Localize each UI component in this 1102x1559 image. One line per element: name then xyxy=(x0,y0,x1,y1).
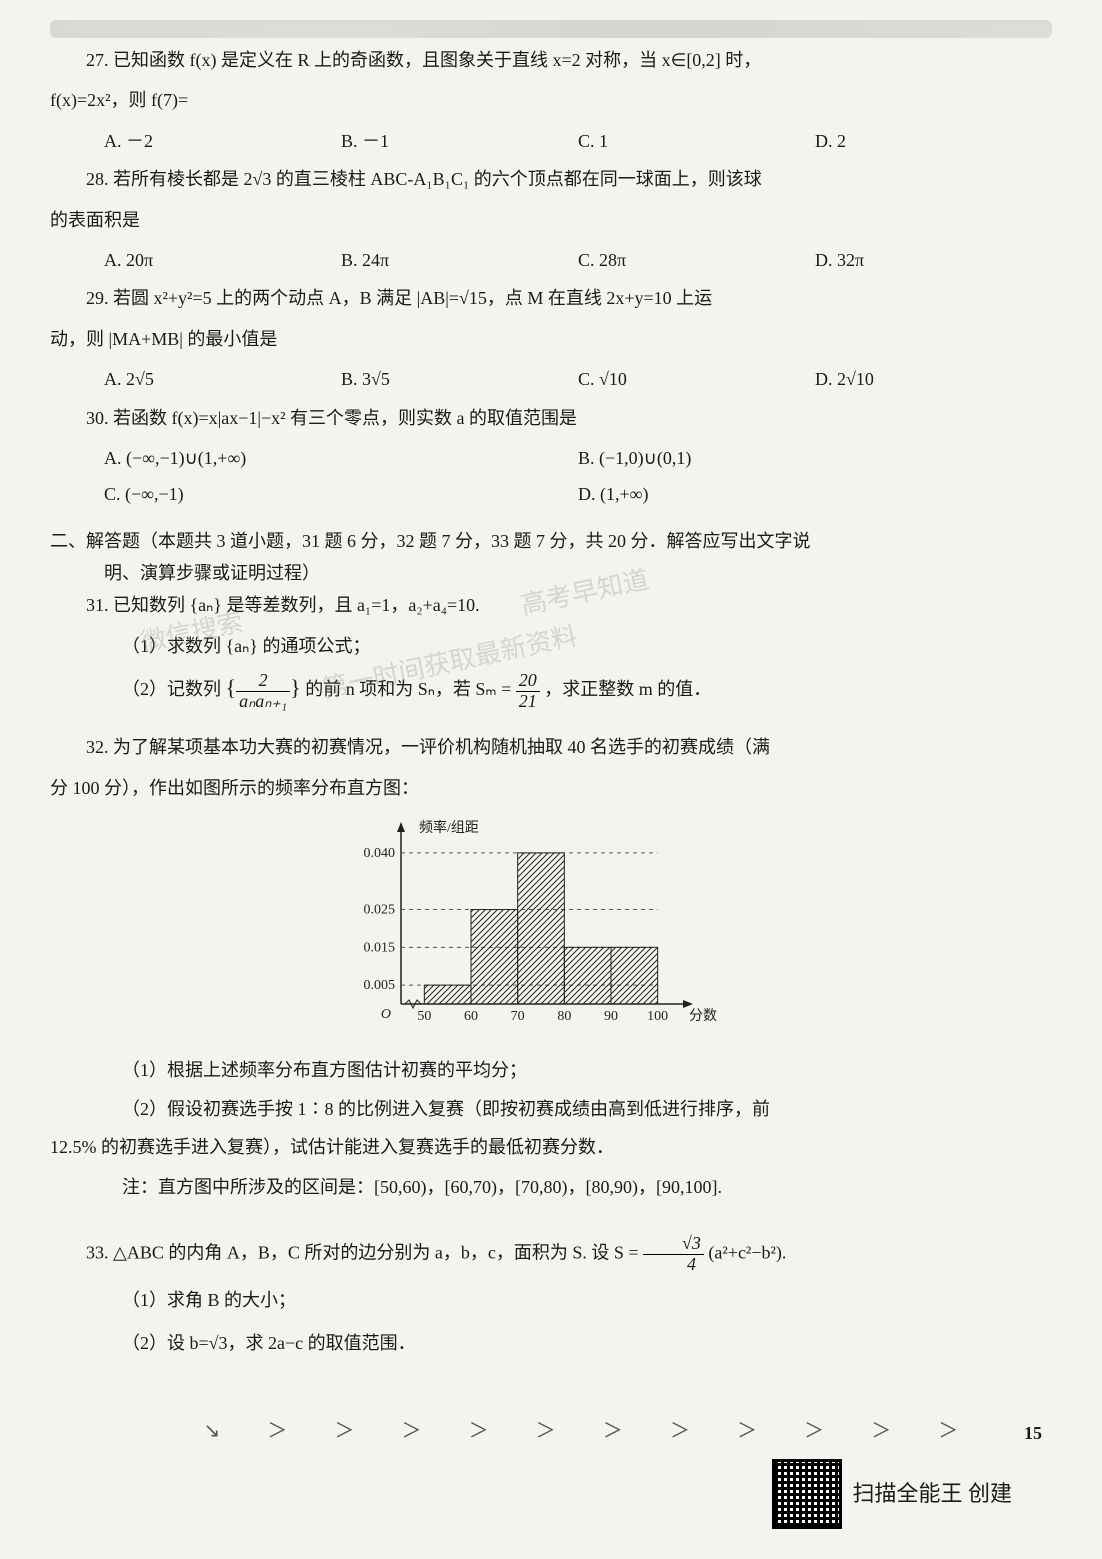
arrow-icon: ＞ xyxy=(603,1413,623,1449)
svg-text:0.005: 0.005 xyxy=(364,978,396,993)
footer: 扫描全能王 创建 xyxy=(772,1459,1012,1529)
svg-text:0.025: 0.025 xyxy=(364,903,396,918)
top-decoration xyxy=(50,20,1052,38)
problem-27-num: 27. xyxy=(86,50,109,70)
problem-29-cont: 动，则 |MA+MB| 的最小值是 xyxy=(50,323,1052,355)
svg-text:50: 50 xyxy=(417,1009,431,1024)
problem-27-text-b: f(x)=2x²，则 f(7)= xyxy=(50,90,188,110)
problem-30-text: 若函数 f(x)=x|ax−1|−x² 有三个零点，则实数 a 的取值范围是 xyxy=(113,408,577,428)
problem-29-options: A. 2√5 B. 3√5 C. √10 D. 2√10 xyxy=(104,363,1052,395)
p31-sub2-a: （2）记数列 xyxy=(122,679,221,699)
svg-text:90: 90 xyxy=(604,1009,618,1024)
arrow-icon: ＞ xyxy=(536,1413,556,1449)
opt-27-b: B. －1 xyxy=(341,125,578,157)
arrow-icon: ＞ xyxy=(267,1413,287,1449)
svg-text:0.040: 0.040 xyxy=(364,846,396,861)
problem-30-options: A. (−∞,−1)∪(1,+∞) B. (−1,0)∪(0,1) C. (−∞… xyxy=(104,442,1052,515)
problem-32-sub2a: （2）假设初赛选手按 1∶8 的比例进入复赛（即按初赛成绩由高到低进行排序，前 xyxy=(122,1093,1052,1125)
opt-30-c: C. (−∞,−1) xyxy=(104,478,578,510)
problem-33: 33. △ABC 的内角 A，B，C 所对的边分别为 a，b，c，面积为 S. … xyxy=(50,1234,1052,1275)
arrow-icon: ＞ xyxy=(938,1413,958,1449)
problem-30-num: 30. xyxy=(86,408,109,428)
opt-28-a: A. 20π xyxy=(104,244,341,276)
problem-32-sub2b: 12.5% 的初赛选手进入复赛），试估计能进入复赛选手的最低初赛分数． xyxy=(50,1131,1052,1163)
arrow-icon: ＞ xyxy=(335,1413,355,1449)
problem-33-text-b: (a²+c²−b²). xyxy=(708,1242,786,1262)
opt-27-a: A. －2 xyxy=(104,125,341,157)
problem-27-options: A. －2 B. －1 C. 1 D. 2 xyxy=(104,125,1052,157)
p31-sub2-c: ，求正整数 m 的值． xyxy=(544,679,711,699)
opt-29-b: B. 3√5 xyxy=(341,363,578,395)
page-number: 15 xyxy=(1024,1417,1042,1449)
problem-28-num: 28. xyxy=(86,169,109,189)
opt-29-d: D. 2√10 xyxy=(815,363,1052,395)
arrow-icon: ↘ xyxy=(204,1413,221,1449)
opt-30-d: D. (1,+∞) xyxy=(578,478,1052,510)
svg-text:70: 70 xyxy=(511,1009,525,1024)
opt-28-d: D. 32π xyxy=(815,244,1052,276)
opt-28-c: C. 28π xyxy=(578,244,815,276)
section-2-head: 二、解答题（本题共 3 道小题，31 题 6 分，32 题 7 分，33 题 7… xyxy=(50,525,1052,557)
p31-sub2-b: 的前 n 项和为 Sₙ，若 Sₘ = xyxy=(305,679,516,699)
problem-31-sub1: （1）求数列 {aₙ} 的通项公式； xyxy=(122,630,1052,662)
arrow-icon: ＞ xyxy=(670,1413,690,1449)
section-2-head2: 明、演算步骤或证明过程） xyxy=(50,557,1052,589)
opt-27-c: C. 1 xyxy=(578,125,815,157)
arrow-icon: ＞ xyxy=(402,1413,422,1449)
opt-28-b: B. 24π xyxy=(341,244,578,276)
svg-text:100: 100 xyxy=(647,1009,668,1024)
p31-frac2: 2021 xyxy=(516,671,540,712)
arrow-icon: ＞ xyxy=(469,1413,489,1449)
histogram-chart: 0.005 0.015 0.025 0.040 50 60 70 80 90 100 频率/组距分数… xyxy=(50,814,1052,1044)
histogram-svg: 0.005 0.015 0.025 0.040 50 60 70 80 90 100 频率/组距分数… xyxy=(341,814,761,1044)
problem-32-num: 32. xyxy=(86,737,109,757)
arrow-row: ↘ ＞ ＞ ＞ ＞ ＞ ＞ ＞ ＞ ＞ ＞ ＞ xyxy=(180,1413,982,1449)
problem-29: 29. 若圆 x²+y²=5 上的两个动点 A，B 满足 |AB|=√15，点 … xyxy=(50,282,1052,314)
opt-30-b: B. (−1,0)∪(0,1) xyxy=(578,442,1052,474)
problem-31: 31. 已知数列 {aₙ} 是等差数列，且 a₁=1，a₂+a₄=10. xyxy=(50,589,1052,621)
problem-28-text-a: 若所有棱长都是 2√3 的直三棱柱 ABC-A₁B₁C₁ 的六个顶点都在同一球面… xyxy=(113,169,762,189)
problem-31-num: 31. xyxy=(86,595,109,615)
problem-27-text-a: 已知函数 f(x) 是定义在 R 上的奇函数，且图象关于直线 x=2 对称，当 … xyxy=(113,50,761,70)
opt-29-a: A. 2√5 xyxy=(104,363,341,395)
arrow-icon: ＞ xyxy=(871,1413,891,1449)
problem-33-num: 33. xyxy=(86,1242,109,1262)
arrow-icon: ＞ xyxy=(737,1413,757,1449)
problem-29-text-a: 若圆 x²+y²=5 上的两个动点 A，B 满足 |AB|=√15，点 M 在直… xyxy=(113,288,712,308)
svg-text:80: 80 xyxy=(557,1009,571,1024)
problem-31-text: 已知数列 {aₙ} 是等差数列，且 a₁=1，a₂+a₄=10. xyxy=(113,595,480,615)
svg-text:60: 60 xyxy=(464,1009,478,1024)
problem-28-cont: 的表面积是 xyxy=(50,204,1052,236)
problem-32-cont: 分 100 分），作出如图所示的频率分布直方图： xyxy=(50,772,1052,804)
problem-31-sub2: （2）记数列 {2aₙaₙ₊₁} 的前 n 项和为 Sₙ，若 Sₘ = 2021… xyxy=(122,668,1052,711)
footer-text: 扫描全能王 创建 xyxy=(852,1474,1012,1514)
problem-27: 27. 已知函数 f(x) 是定义在 R 上的奇函数，且图象关于直线 x=2 对… xyxy=(50,44,1052,76)
exam-page: 27. 已知函数 f(x) 是定义在 R 上的奇函数，且图象关于直线 x=2 对… xyxy=(0,0,1102,1485)
problem-27-cont: f(x)=2x²，则 f(7)= xyxy=(50,84,1052,116)
problem-32-sub1: （1）根据上述频率分布直方图估计初赛的平均分； xyxy=(122,1054,1052,1086)
opt-27-d: D. 2 xyxy=(815,125,1052,157)
problem-33-sub1: （1）求角 B 的大小； xyxy=(122,1284,1052,1316)
problem-29-num: 29. xyxy=(86,288,109,308)
problem-28-options: A. 20π B. 24π C. 28π D. 32π xyxy=(104,244,1052,276)
svg-text:0.015: 0.015 xyxy=(364,941,396,956)
svg-text:频率/组距: 频率/组距 xyxy=(419,819,479,836)
problem-32-note: 注：直方图中所涉及的区间是：[50,60)，[60,70)，[70,80)，[8… xyxy=(122,1171,1052,1203)
svg-text:O: O xyxy=(381,1007,391,1022)
problem-33-sub2: （2）设 b=√3，求 2a−c 的取值范围． xyxy=(122,1327,1052,1359)
problem-28: 28. 若所有棱长都是 2√3 的直三棱柱 ABC-A₁B₁C₁ 的六个顶点都在… xyxy=(50,163,1052,195)
problem-32-text-a: 为了解某项基本功大赛的初赛情况，一评价机构随机抽取 40 名选手的初赛成绩（满 xyxy=(113,737,770,757)
p33-frac: √34 xyxy=(643,1234,704,1275)
svg-text:分数: 分数 xyxy=(689,1008,717,1024)
problem-30: 30. 若函数 f(x)=x|ax−1|−x² 有三个零点，则实数 a 的取值范… xyxy=(50,402,1052,434)
opt-29-c: C. √10 xyxy=(578,363,815,395)
problem-33-text-a: △ABC 的内角 A，B，C 所对的边分别为 a，b，c，面积为 S. 设 S … xyxy=(113,1242,643,1262)
arrow-icon: ＞ xyxy=(804,1413,824,1449)
p31-frac1: 2aₙaₙ₊₁ xyxy=(236,671,290,712)
opt-30-a: A. (−∞,−1)∪(1,+∞) xyxy=(104,442,578,474)
problem-32: 32. 为了解某项基本功大赛的初赛情况，一评价机构随机抽取 40 名选手的初赛成… xyxy=(50,731,1052,763)
qr-code-icon xyxy=(772,1459,842,1529)
